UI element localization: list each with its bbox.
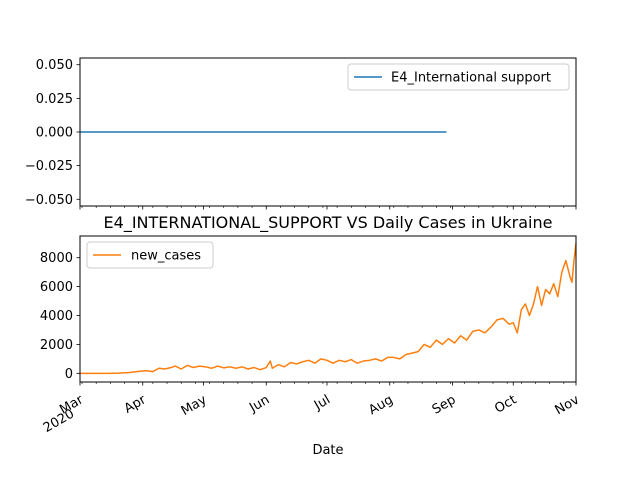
top-legend-label: E4_International support xyxy=(391,71,551,86)
top-legend: E4_International support xyxy=(348,64,569,90)
top-y-tick-label: 0.025 xyxy=(36,92,73,107)
top-y-tick-label: −0.050 xyxy=(25,193,73,208)
bot-y-tick-label: 2000 xyxy=(40,338,73,353)
bot-y-tick-label: 8000 xyxy=(40,251,73,266)
bottom-legend-label: new_cases xyxy=(131,249,201,264)
top-y-tick-label: −0.025 xyxy=(25,159,73,174)
bottom-chart-title: E4_INTERNATIONAL_SUPPORT VS Daily Cases … xyxy=(104,213,553,233)
top-y-tick-label: 0.050 xyxy=(36,58,73,73)
bot-y-tick-label: 6000 xyxy=(40,280,73,295)
bottom-x-axis-label: Date xyxy=(312,443,343,458)
top-y-tick-label: 0.000 xyxy=(36,126,73,141)
bot-y-tick-label: 4000 xyxy=(40,309,73,324)
bot-y-tick-label: 0 xyxy=(65,367,73,382)
bottom-legend: new_cases xyxy=(87,242,213,268)
